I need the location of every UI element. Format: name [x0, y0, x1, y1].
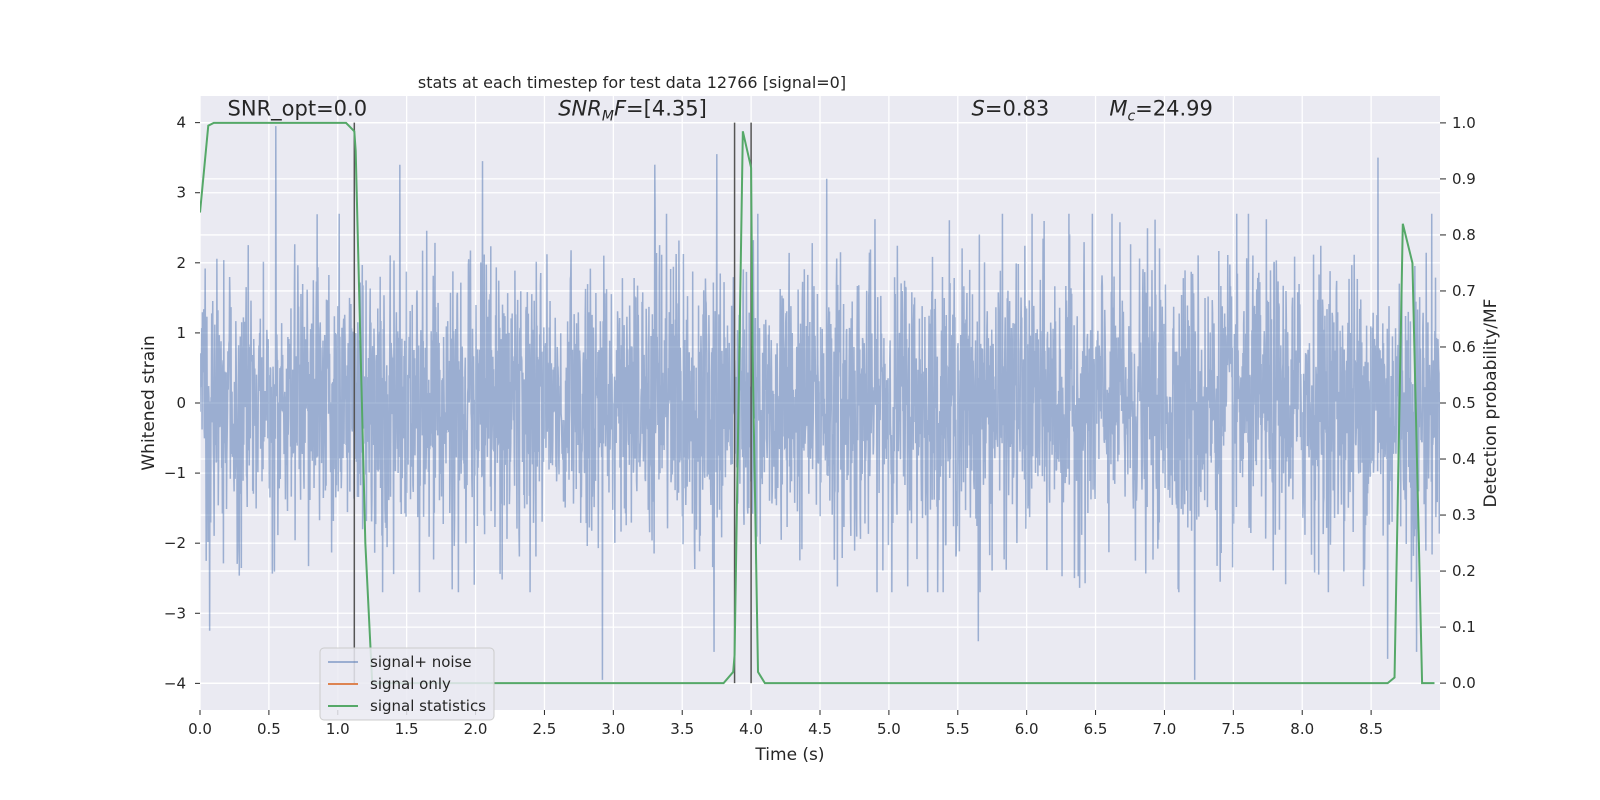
- x-tick-label: 2.0: [464, 720, 488, 738]
- x-tick-label: 8.5: [1359, 720, 1383, 738]
- x-tick-label: 3.0: [601, 720, 625, 738]
- x-tick-label: 0.5: [257, 720, 281, 738]
- annotation-text: SNRMF=[4.35]: [558, 97, 707, 125]
- y2-tick-label: 0.8: [1452, 226, 1476, 244]
- legend-label: signal only: [370, 675, 451, 693]
- x-tick-label: 0.0: [188, 720, 212, 738]
- x-axis-label: Time (s): [754, 745, 824, 765]
- x-tick-label: 8.0: [1290, 720, 1314, 738]
- y-tick-label: −3: [164, 604, 186, 622]
- y-tick-label: 1: [176, 324, 186, 342]
- y2-tick-label: 0.5: [1452, 394, 1476, 412]
- y2-tick-label: 0.3: [1452, 506, 1476, 524]
- plot-content: [200, 121, 1440, 685]
- x-tick-label: 5.5: [946, 720, 970, 738]
- annotations: SNR_opt=0.0 SNRMF=[4.35] S=0.83 Mc=24.99: [228, 97, 1213, 125]
- chart-title: stats at each timestep for test data 127…: [418, 73, 846, 92]
- legend: signal+ noise signal only signal statistic…: [319, 647, 495, 721]
- legend-box: [319, 647, 495, 721]
- y2-tick-label: 0.2: [1452, 562, 1476, 580]
- annotation-text: Mc=24.99: [1109, 97, 1213, 125]
- y2-tick-label: 1.0: [1452, 114, 1476, 132]
- series-signal-noise-line: [200, 126, 1440, 680]
- y-tick-label: −4: [164, 674, 186, 692]
- y-tick-label: 3: [176, 184, 186, 202]
- annotation-text: S=0.83: [972, 97, 1050, 121]
- y-tick-label: −1: [164, 464, 186, 482]
- y-tick-label: −2: [164, 534, 186, 552]
- x-tick-label: 7.5: [1221, 720, 1245, 738]
- x-tick-label: 1.0: [326, 720, 350, 738]
- y2-tick-label: 0.9: [1452, 170, 1476, 188]
- y-tick-label: 0: [176, 394, 186, 412]
- y-axis-label: Whitened strain: [139, 335, 159, 470]
- y-axis-right: 1.0 0.9 0.8 0.7 0.6 0.5 0.4 0.3 0.2 0.1 0.0: [1440, 114, 1476, 692]
- x-tick-label: 7.0: [1153, 720, 1177, 738]
- y2-tick-label: 0.0: [1452, 674, 1476, 692]
- y-tick-label: 4: [176, 114, 186, 132]
- x-tick-label: 3.5: [670, 720, 694, 738]
- x-tick-label: 6.5: [1084, 720, 1108, 738]
- x-tick-label: 1.5: [395, 720, 419, 738]
- x-tick-label: 4.0: [739, 720, 763, 738]
- y-tick-label: 2: [176, 254, 186, 272]
- y2-tick-label: 0.7: [1452, 282, 1476, 300]
- x-tick-label: 5.0: [877, 720, 901, 738]
- y-axis-left: 4 3 2 1 0 −1 −2 −3 −4: [164, 114, 200, 692]
- y2-tick-label: 0.6: [1452, 338, 1476, 356]
- y2-tick-label: 0.4: [1452, 450, 1476, 468]
- annotation-text: SNR_opt=0.0: [228, 97, 368, 122]
- y2-tick-label: 0.1: [1452, 618, 1476, 636]
- x-axis: 0.0 0.5 1.0 1.5 2.0 2.5 3.0 3.5 4.0 4.5 5.0 5.5 6.0 6…: [188, 710, 1383, 738]
- legend-label: signal+ noise: [370, 653, 472, 671]
- x-tick-label: 4.5: [808, 720, 832, 738]
- series-signal-statistics-line: [200, 121, 1435, 685]
- x-tick-label: 2.5: [533, 720, 557, 738]
- y2-axis-label: Detection probability/MF: [1481, 299, 1501, 508]
- x-tick-label: 6.0: [1015, 720, 1039, 738]
- legend-label: signal statistics: [370, 697, 486, 715]
